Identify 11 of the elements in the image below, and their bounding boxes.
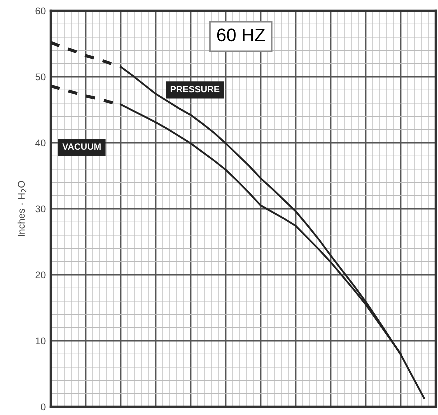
y-tick-label: 0 <box>41 404 46 411</box>
y-tick-label: 40 <box>36 140 46 147</box>
y-axis-title: Inches - H$_{2}$O <box>18 181 27 236</box>
y-tick-label: 50 <box>36 74 46 81</box>
text: VACUUM <box>62 144 101 150</box>
series-label: PRESSURE <box>170 86 220 93</box>
y-tick-label: 20 <box>36 272 46 279</box>
y-tick-label: 60 <box>36 8 46 15</box>
annotation: 60 HZ <box>217 28 266 42</box>
y-tick-label: 30 <box>36 206 46 213</box>
y-tick-label: 10 <box>36 338 46 345</box>
